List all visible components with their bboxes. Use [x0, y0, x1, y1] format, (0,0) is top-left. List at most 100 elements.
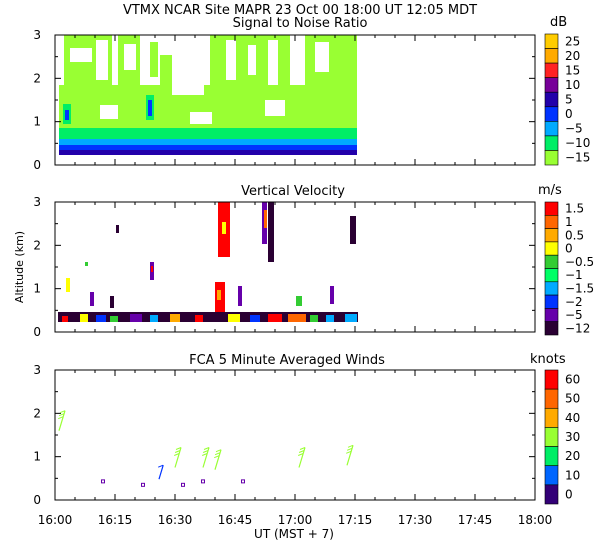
wind-barb [58, 410, 66, 431]
vel-dot-5 [90, 292, 94, 306]
legend-label: 60 [565, 373, 580, 387]
legend-label: −12 [565, 321, 590, 335]
legend-label: 20 [565, 449, 580, 463]
legend-swatch [544, 48, 559, 64]
legend-label: 25 [565, 34, 580, 48]
legend-swatch [544, 106, 559, 122]
winds-ytick-label: 2 [33, 406, 41, 420]
vel-cell-5 [130, 314, 142, 322]
legend-label: −1 [565, 268, 583, 282]
legend-label: −1.5 [565, 281, 594, 295]
legend-label: −15 [565, 151, 590, 165]
legend-label: 0 [565, 107, 573, 121]
vel-cell-12 [288, 314, 306, 322]
winds-unit: knots [530, 352, 566, 367]
snr-heatmap [59, 35, 357, 155]
snr-gap-9 [100, 105, 118, 119]
vel-dot-4 [66, 278, 70, 292]
legend-label: 5 [565, 93, 573, 107]
legend-label: 10 [565, 78, 580, 92]
legend-swatch [544, 446, 559, 467]
legend-swatch [544, 254, 559, 269]
wind-barb [214, 449, 222, 470]
legend-swatch [544, 268, 559, 283]
figure-title: VTMX NCAR Site MAPR 23 Oct 00 18:00 UT 1… [123, 3, 477, 18]
legend-label: 0.5 [565, 228, 584, 242]
wind-barb [201, 479, 205, 484]
vel-dot-7 [296, 296, 302, 306]
winds-ytick-label: 0 [33, 493, 41, 507]
legend-label: −0.5 [565, 255, 594, 269]
vel-cell-11 [268, 314, 282, 322]
legend-swatch [544, 150, 559, 166]
vel-column-yellow [222, 222, 226, 234]
legend-label: 0 [565, 242, 573, 256]
velocity-heatmap [58, 202, 358, 322]
legend-label: 40 [565, 411, 580, 425]
vel-cell-2 [80, 314, 88, 322]
x-tick-label: 16:30 [158, 513, 193, 527]
vel-dot-9 [110, 296, 114, 308]
velocity-ytick-label: 0 [33, 325, 41, 339]
vel-cell-1 [62, 316, 68, 322]
legend-swatch [544, 135, 559, 151]
legend-swatch [544, 465, 559, 486]
legend-swatch [544, 484, 559, 505]
vel-column-lower-orange [217, 290, 221, 300]
snr-upper-field-5 [305, 35, 357, 85]
legend-swatch [544, 121, 559, 137]
winds-ytick-label: 1 [33, 450, 41, 464]
y-axis-label: Altitude (km) [13, 231, 26, 303]
wind-barb [202, 447, 210, 468]
vel-cell-8 [195, 315, 203, 322]
legend-swatch [544, 281, 559, 296]
legend-swatch [544, 91, 559, 108]
snr-band-blue [59, 145, 357, 153]
legend-swatch [544, 62, 559, 78]
snr-upper-field-6 [150, 42, 158, 77]
x-tick-label: 17:45 [458, 513, 493, 527]
velocity-ytick-label: 2 [33, 238, 41, 252]
legend-label: 50 [565, 392, 580, 406]
wind-barb [101, 479, 105, 484]
snr-gap-8 [315, 42, 329, 72]
snr-gap-2 [96, 40, 108, 80]
vel-dot-6 [238, 286, 242, 306]
legend-label: 1 [565, 215, 573, 229]
x-tick-label: 17:00 [278, 513, 313, 527]
snr-ytick-label: 2 [33, 71, 41, 85]
wind-barb [181, 482, 185, 487]
snr-gap-1 [70, 48, 92, 62]
vel-cell-7 [170, 314, 180, 322]
wind-barbs [58, 410, 354, 487]
wind-barb [241, 479, 245, 484]
legend-label: −5 [565, 308, 583, 322]
snr-gap-5 [226, 40, 236, 80]
snr-gap-10 [265, 100, 285, 116]
legend-swatch [544, 427, 559, 447]
wind-barb [346, 444, 354, 466]
vel-cell-3 [96, 315, 106, 322]
legend-label: 30 [565, 430, 580, 444]
legend-label: −2 [565, 295, 583, 309]
wind-barb [174, 447, 182, 468]
legend-swatch [544, 201, 559, 216]
vel-dot-8 [330, 286, 334, 304]
legend-swatch [544, 215, 559, 229]
wind-barb [141, 482, 145, 487]
vel-column-dark [268, 202, 274, 262]
snr-gap-11 [190, 112, 212, 124]
x-tick-label: 16:15 [98, 513, 133, 527]
legend-label: 1.5 [565, 202, 584, 216]
legend-label: 10 [565, 468, 580, 482]
legend-swatch [544, 321, 559, 336]
x-tick-label: 17:15 [338, 513, 373, 527]
vel-low-band [58, 312, 358, 322]
legend-swatch [544, 77, 559, 93]
vel-column-orange [264, 210, 267, 228]
snr-ytick-label: 0 [33, 158, 41, 172]
x-axis-label: UT (MST + 7) [254, 527, 334, 541]
snr-band-cyan [59, 139, 357, 147]
velocity-unit: m/s [538, 183, 562, 198]
